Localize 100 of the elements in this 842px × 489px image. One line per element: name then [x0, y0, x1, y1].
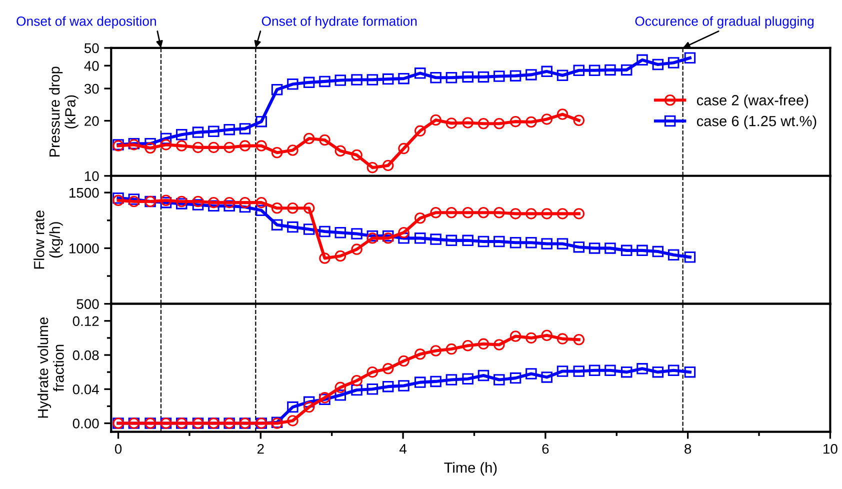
point	[176, 198, 188, 210]
point	[192, 142, 204, 154]
point	[652, 58, 664, 70]
point	[382, 73, 394, 85]
point	[430, 206, 442, 218]
point	[414, 125, 426, 137]
point	[256, 196, 267, 208]
point	[541, 66, 552, 78]
point	[588, 64, 600, 76]
point	[462, 117, 474, 128]
ref-line-label: Onset of wax deposition	[16, 16, 156, 28]
point	[208, 126, 220, 138]
ref-line-label: Onset of hydrate formation	[262, 16, 417, 28]
point	[351, 228, 362, 240]
point	[684, 52, 696, 64]
point	[510, 330, 522, 342]
x-axis-title: Time (h)	[444, 462, 497, 476]
point	[303, 132, 315, 144]
point	[208, 196, 220, 208]
point	[144, 142, 156, 154]
point	[636, 54, 648, 66]
x-tick-label: 4	[400, 444, 406, 454]
point	[604, 64, 616, 76]
y-tick-label: 0.12	[72, 316, 99, 326]
point	[620, 244, 632, 256]
ref-line-label: Occurence of gradual plugging	[635, 16, 814, 28]
point	[462, 340, 474, 352]
point	[303, 224, 315, 235]
point	[319, 226, 330, 238]
y-tick-label: 0.08	[72, 350, 99, 360]
point	[556, 108, 568, 120]
point	[541, 330, 552, 342]
point	[128, 194, 140, 205]
point	[510, 372, 522, 384]
point	[334, 74, 346, 86]
point	[541, 114, 552, 125]
point	[366, 232, 378, 244]
point	[303, 76, 315, 88]
point	[192, 196, 204, 208]
point	[684, 251, 696, 263]
point	[510, 116, 522, 128]
point	[494, 374, 505, 386]
point	[334, 389, 346, 401]
point	[319, 252, 330, 264]
point	[334, 250, 346, 262]
point	[398, 355, 410, 367]
point	[462, 206, 474, 218]
point	[652, 366, 664, 378]
point	[668, 57, 680, 68]
y-tick-label: 20	[84, 116, 99, 126]
point	[287, 401, 298, 413]
legend-label: case 2 (wax-free)	[696, 94, 808, 108]
point	[287, 221, 298, 233]
point	[620, 64, 632, 76]
point	[446, 118, 458, 129]
point	[176, 129, 188, 140]
point	[176, 196, 188, 208]
point	[224, 142, 235, 154]
point	[366, 74, 378, 86]
point	[208, 142, 220, 154]
point	[478, 71, 490, 83]
point	[494, 236, 505, 248]
point	[478, 206, 490, 218]
point	[351, 384, 362, 396]
y-tick-label: 40	[84, 60, 99, 71]
point	[478, 370, 490, 382]
point	[382, 230, 394, 242]
point	[208, 200, 220, 212]
point	[588, 242, 600, 254]
point	[541, 208, 552, 220]
point	[319, 76, 330, 88]
point	[510, 70, 522, 82]
point	[239, 196, 251, 208]
point	[510, 237, 522, 248]
point	[430, 234, 442, 245]
point	[462, 71, 474, 83]
point	[620, 366, 632, 378]
y-tick-label: 1000	[70, 244, 99, 254]
point	[398, 226, 410, 238]
point	[636, 244, 648, 256]
point	[334, 145, 346, 156]
y-tick-label: 50	[84, 43, 99, 54]
point	[510, 208, 522, 220]
point	[556, 366, 568, 377]
point	[526, 332, 537, 344]
y-axis-title: Pressure drop (kPa)	[49, 66, 78, 156]
point	[382, 380, 394, 392]
x-tick-label: 10	[824, 444, 838, 454]
point	[160, 196, 172, 208]
x-tick-label: 2	[257, 444, 264, 454]
point	[224, 124, 235, 136]
point	[351, 374, 362, 386]
point	[526, 208, 537, 220]
point	[398, 72, 410, 84]
point	[398, 142, 410, 154]
point	[366, 366, 378, 378]
point	[446, 374, 458, 386]
point	[271, 219, 283, 230]
point	[556, 70, 568, 81]
point	[446, 234, 458, 246]
